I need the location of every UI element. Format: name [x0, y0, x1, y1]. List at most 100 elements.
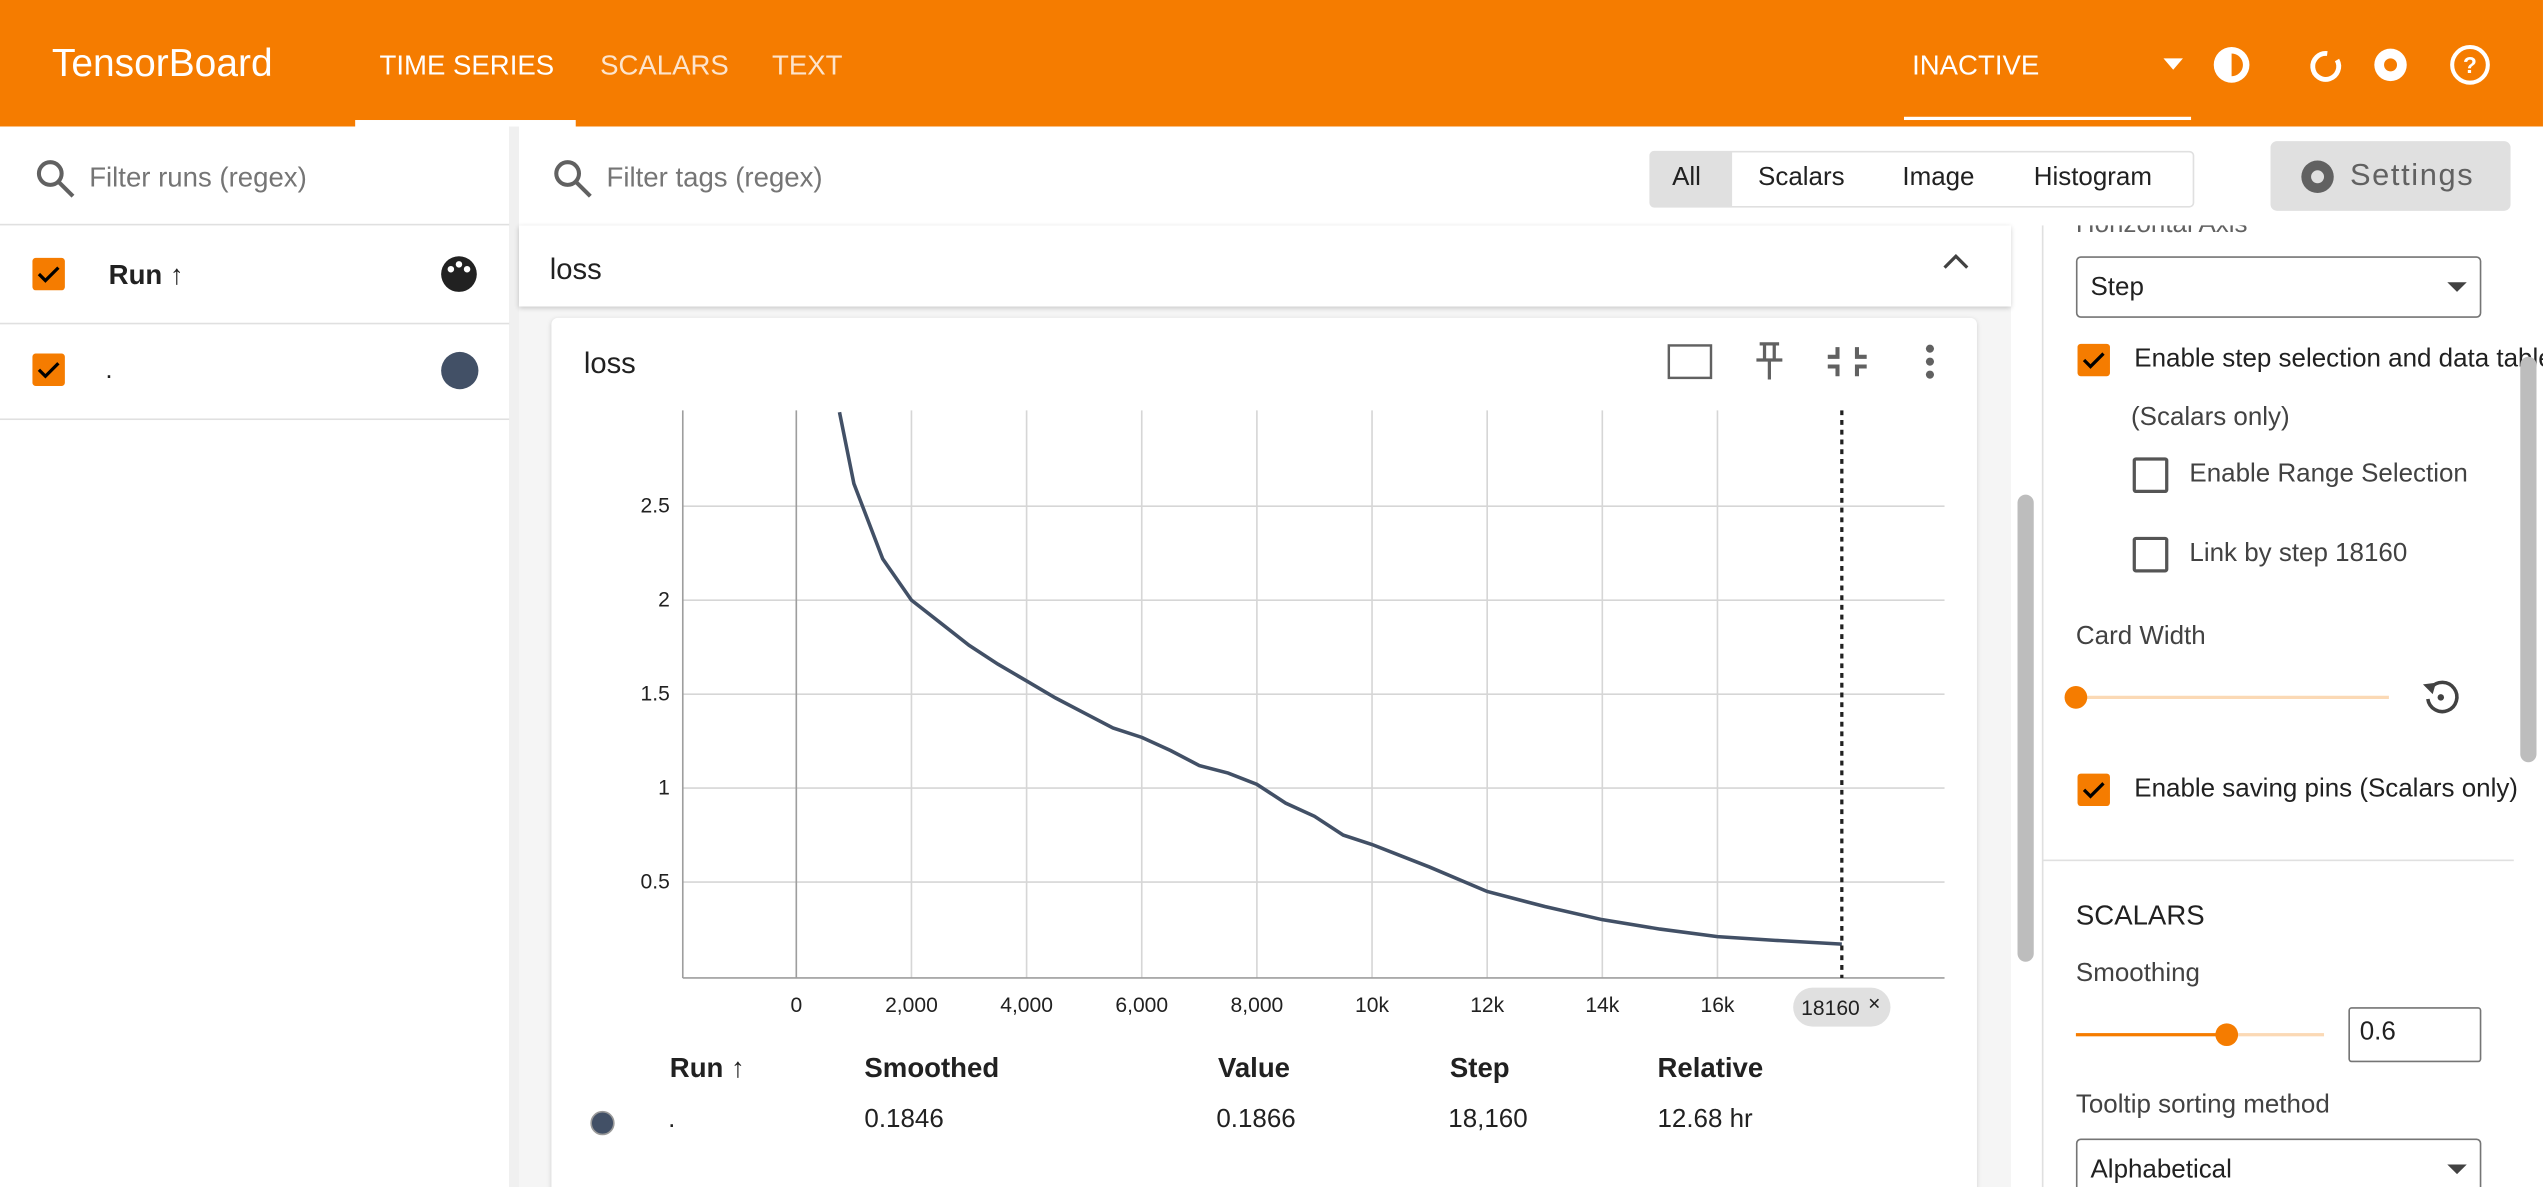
checkbox-label: Link by step 18160	[2189, 540, 2408, 568]
rule	[0, 322, 510, 325]
run-name: .	[105, 356, 113, 385]
filter-button[interactable]: Scalars	[1758, 163, 1845, 192]
search-icon	[36, 160, 75, 198]
plugin-dropdown[interactable]: INACTIVE	[1912, 50, 2040, 82]
sort-select[interactable]	[2075, 1138, 2482, 1187]
setting-label: Smoothing	[2075, 960, 2200, 988]
top-bar	[0, 0, 2543, 127]
loss-line	[837, 411, 1842, 946]
setting-label: Tooltip sorting method	[2075, 1091, 2330, 1120]
filter-button[interactable]: Image	[1902, 163, 1975, 192]
chart-card	[551, 317, 1977, 1187]
palette-icon[interactable]	[438, 253, 480, 295]
slider-fill	[2075, 1033, 2227, 1037]
filter-runs-input[interactable]: Filter runs (regex)	[89, 162, 307, 193]
x-tick-label: 6,000	[1115, 994, 1168, 1017]
checkbox[interactable]	[2077, 343, 2110, 377]
card-title: loss	[583, 347, 636, 380]
table-header[interactable]: Run ↑	[669, 1052, 745, 1084]
fit-icon[interactable]	[1667, 344, 1713, 380]
help-icon[interactable]: ?	[2450, 45, 2490, 85]
tab[interactable]: TEXT	[771, 50, 843, 82]
y-tick-label: 0.5	[640, 871, 669, 894]
reset-icon[interactable]	[2418, 675, 2463, 720]
filter-button[interactable]: All	[1672, 163, 1701, 192]
checkbox[interactable]	[2132, 536, 2169, 573]
collapse-icon[interactable]	[1940, 248, 1972, 274]
run-header[interactable]: Run ↑	[108, 259, 184, 291]
y-tick-label: 2	[658, 589, 670, 612]
slider-track	[2226, 1033, 2325, 1037]
table-header[interactable]: Smoothed	[864, 1052, 1000, 1084]
section-title: SCALARS	[2075, 900, 2205, 931]
svg-text:?: ?	[2463, 52, 2477, 78]
slider-track	[2075, 695, 2389, 699]
settings-panel: Horizontal Axis	[2041, 225, 2543, 1187]
slider-thumb[interactable]	[2064, 686, 2088, 709]
y-tick-label: 2.5	[640, 495, 669, 518]
table-cell: .	[668, 1106, 676, 1134]
menu-icon[interactable]	[1925, 344, 1934, 379]
checkbox[interactable]	[2132, 457, 2169, 494]
tab[interactable]: SCALARS	[600, 50, 729, 82]
header-icons: ?	[2163, 45, 2490, 85]
select-arrow	[2447, 1164, 2467, 1175]
settings-icon[interactable]	[2374, 48, 2407, 82]
slider-thumb[interactable]	[2215, 1023, 2239, 1047]
theme-icon[interactable]	[2213, 47, 2250, 83]
app-title[interactable]: TensorBoard	[51, 42, 273, 86]
input-value: 0.6	[2359, 1018, 2396, 1047]
x-tick-label: 4,000	[1000, 994, 1053, 1017]
checkbox-note: (Scalars only)	[2131, 403, 2290, 432]
scrollbar[interactable]	[2017, 494, 2034, 962]
rule	[2043, 859, 2514, 862]
pin-icon[interactable]	[1756, 342, 1783, 380]
table-header[interactable]: Value	[1217, 1052, 1291, 1084]
type-filter	[1649, 150, 2195, 208]
expand-icon[interactable]	[1827, 347, 1867, 377]
table-header[interactable]: Relative	[1657, 1052, 1764, 1084]
reload-icon[interactable]	[2310, 51, 2342, 82]
x-tick-label: 8,000	[1231, 994, 1284, 1017]
x-tick-label: 14k	[1585, 994, 1619, 1017]
rule	[0, 418, 510, 421]
selected-bg	[1650, 152, 1733, 206]
table-cell: 0.1866	[1216, 1106, 1296, 1134]
select-arrow	[2447, 282, 2467, 292]
filter-tags-input[interactable]: Filter tags (regex)	[606, 162, 823, 193]
tab[interactable]: TIME SERIES	[379, 50, 555, 82]
table-cell: 12.68 hr	[1657, 1106, 1753, 1134]
dropdown-arrow[interactable]	[2163, 58, 2183, 70]
x-tick-label: 0	[790, 994, 802, 1017]
table-header[interactable]: Step	[1449, 1052, 1510, 1084]
select-value: Step	[2090, 274, 2144, 302]
select-value: Alphabetical	[2090, 1156, 2232, 1184]
tab-underline	[355, 120, 576, 127]
filter-button[interactable]: Histogram	[2033, 163, 2152, 192]
x-tick-label: 16k	[1700, 994, 1734, 1017]
axis-select[interactable]	[2075, 256, 2482, 318]
checkbox-label: Enable step selection and data table	[2134, 345, 2543, 374]
search-icon	[554, 160, 592, 198]
rule	[0, 223, 510, 226]
group-header[interactable]	[518, 225, 2012, 307]
x-tick-label: 10k	[1355, 994, 1389, 1017]
dropdown-underline	[1903, 116, 2192, 121]
x-tick-label: 12k	[1470, 994, 1504, 1017]
checkbox[interactable]	[32, 353, 65, 386]
scrollbar[interactable]	[2520, 356, 2537, 763]
table-cell: 0.1846	[864, 1106, 944, 1134]
group-title: loss	[549, 253, 602, 286]
step-chip-label: 18160	[1801, 997, 1860, 1020]
card-icons	[1667, 342, 1934, 380]
gear-icon	[2301, 160, 2334, 193]
checkbox[interactable]	[2077, 773, 2110, 807]
run-color[interactable]	[441, 351, 479, 390]
checkbox-label: Enable Range Selection	[2189, 460, 2468, 489]
checkbox[interactable]	[32, 257, 65, 291]
run-dot	[590, 1110, 615, 1136]
smoothing-input[interactable]	[2348, 1007, 2482, 1063]
